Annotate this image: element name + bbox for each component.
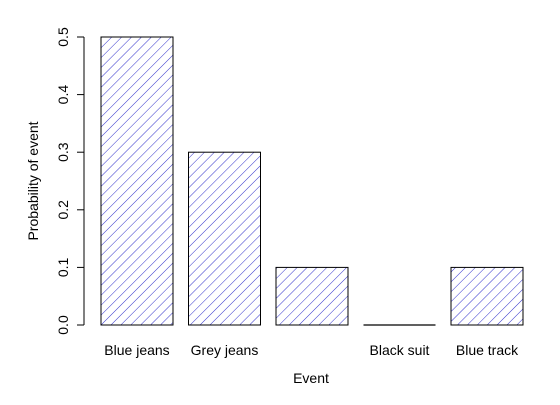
bar <box>188 151 261 326</box>
bar <box>450 266 524 326</box>
y-tick-label: 0.4 <box>55 85 71 105</box>
y-tick-label: 0.3 <box>55 142 71 162</box>
y-axis-title: Probability of event <box>25 121 41 240</box>
y-tick-label: 0.5 <box>55 27 71 47</box>
x-axis-title: Event <box>293 370 329 386</box>
bar <box>275 266 349 326</box>
y-tick-label: 0.2 <box>55 200 71 220</box>
y-tick-label: 0.1 <box>55 257 71 277</box>
x-tick-label: Grey jeans <box>191 342 259 358</box>
y-axis: 0.0 0.1 0.2 0.3 0.4 0.5 <box>55 27 85 335</box>
y-tick-label: 0.0 <box>55 315 71 335</box>
x-tick-label: Blue track <box>456 342 519 358</box>
x-axis-labels: Blue jeans Grey jeans Black suit Blue track <box>104 342 519 358</box>
x-tick-label: Blue jeans <box>104 342 169 358</box>
x-tick-label: Black suit <box>370 342 430 358</box>
bar <box>100 36 174 326</box>
bars <box>100 36 524 326</box>
